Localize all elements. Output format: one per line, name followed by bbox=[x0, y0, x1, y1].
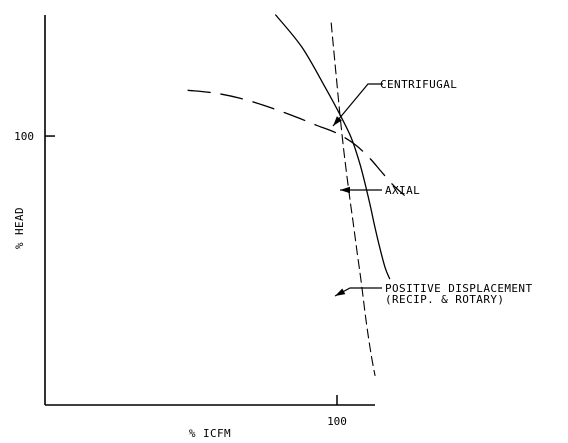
annotation-label-3-line-2: (RECIP. & ROTARY) bbox=[385, 293, 504, 306]
axes bbox=[44, 15, 375, 406]
annotation-label-1: CENTRIFUGAL bbox=[380, 78, 457, 91]
annotation-arrowhead-2 bbox=[340, 186, 350, 194]
x-tick-label: 100 bbox=[327, 415, 347, 428]
series-line-3 bbox=[330, 22, 376, 376]
annotation-label-2: AXIAL bbox=[385, 184, 420, 197]
annotation-label-3: POSITIVE DISPLACEMENT bbox=[385, 282, 532, 295]
x-axis-title: % ICFM bbox=[189, 427, 231, 440]
annotation-arrowhead-3 bbox=[335, 288, 346, 296]
annotation-arrowhead-1 bbox=[333, 116, 342, 126]
series-line-2 bbox=[275, 14, 391, 280]
y-axis-title: % HEAD bbox=[13, 207, 26, 249]
annotation-leader-1 bbox=[332, 83, 383, 127]
series-line-1 bbox=[187, 89, 405, 196]
y-tick-label: 100 bbox=[14, 130, 34, 143]
ticks: 100 100 bbox=[14, 130, 347, 428]
series-curves bbox=[187, 14, 405, 376]
curve-annotations: CENTRIFUGAL AXIAL POSITIVE DISPLACEMENT(RE… bbox=[332, 78, 532, 306]
